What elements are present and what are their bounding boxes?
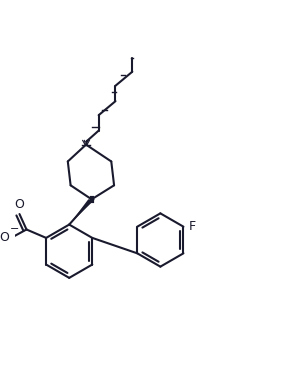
Polygon shape [69, 199, 95, 224]
Text: F: F [189, 220, 196, 233]
Text: O: O [14, 198, 24, 211]
Text: O: O [0, 231, 9, 245]
Text: −: − [10, 224, 19, 234]
